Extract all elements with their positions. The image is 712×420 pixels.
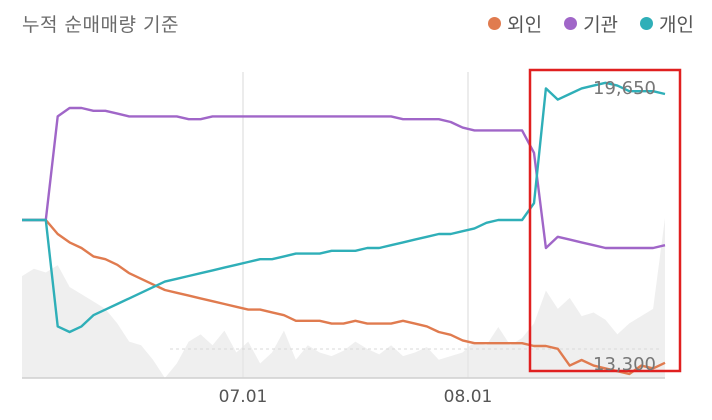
highlight-box [528, 68, 682, 373]
legend-swatch-foreign [488, 17, 502, 30]
series-line-individual [22, 81, 666, 334]
x-tick-label-0801: 08.01 [444, 387, 493, 407]
legend-swatch-individual [640, 17, 654, 30]
callout-high: 19,650 [593, 78, 656, 99]
legend-item-institution[interactable]: 기관 [564, 10, 618, 37]
legend-item-foreign[interactable]: 외인 [488, 10, 542, 37]
volume-area-layer [22, 217, 665, 378]
legend-item-individual[interactable]: 개인 [640, 10, 694, 37]
chart-legend: 외인 기관 개인 [488, 10, 694, 37]
legend-label-institution: 기관 [583, 14, 619, 36]
legend-label-foreign: 외인 [507, 14, 543, 36]
legend-label-individual: 개인 [659, 14, 694, 36]
series-line-foreign [22, 218, 666, 376]
series-layer [22, 81, 666, 376]
volume-area [22, 217, 665, 378]
x-tick-label-0701: 07.01 [219, 387, 268, 407]
series-line-institution [22, 106, 666, 250]
callout-low: 13,300 [593, 354, 656, 375]
chart-title: 누적 순매매량 기준 [22, 14, 179, 36]
legend-swatch-institution [564, 17, 578, 30]
